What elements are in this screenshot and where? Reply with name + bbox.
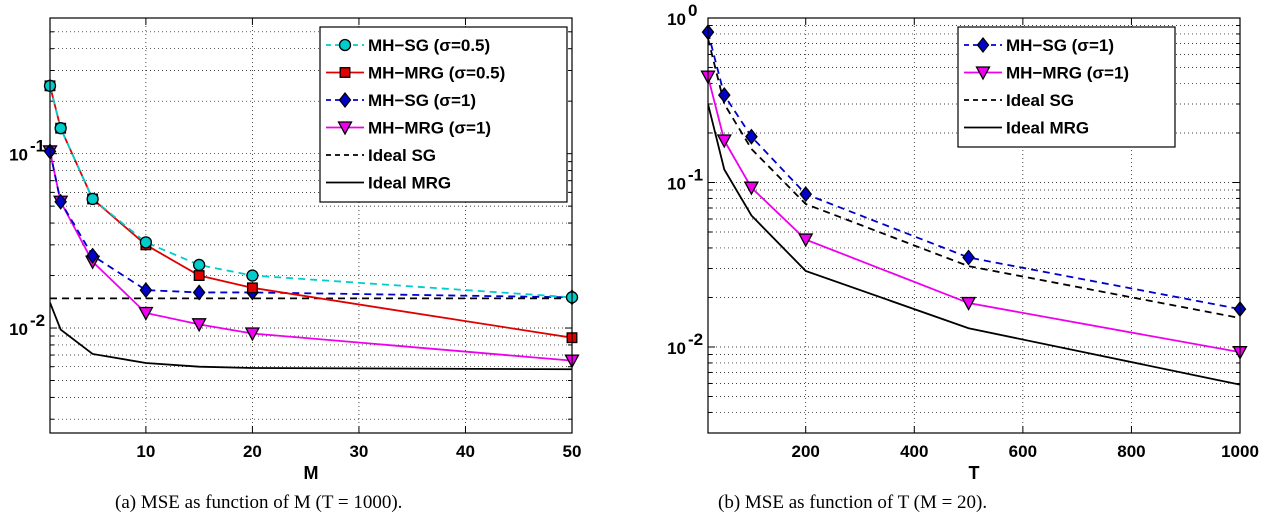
y-tick-label: 10 — [667, 174, 686, 193]
x-tick-label: 10 — [136, 442, 155, 461]
legend-label-ideal-mrg: Ideal MRG — [1006, 119, 1089, 138]
point-mh-mrg-sigma-1 — [191, 318, 207, 333]
point-mh-mrg-sigma-1 — [960, 296, 977, 311]
point-mh-sg-sigma-0-5 — [54, 122, 67, 135]
legend-label-mh-sg-sigma-1: MH−SG (σ=1) — [368, 91, 476, 110]
caption-a: (a) MSE as function of M (T = 1000). — [115, 492, 403, 513]
legend-label-mh-sg-sigma-1: MH−SG (σ=1) — [1006, 36, 1114, 55]
point-mh-sg-sigma-1 — [962, 249, 975, 266]
point-mh-sg-sigma-1 — [54, 193, 67, 210]
x-axis-label: M — [304, 463, 319, 483]
point-mh-sg-sigma-1 — [139, 282, 153, 299]
legend-label-ideal-sg: Ideal SG — [368, 146, 436, 165]
legend-marker-mh-sg-sigma-1 — [976, 36, 990, 54]
x-tick-label: 600 — [1009, 442, 1037, 461]
legend: MH−SG (σ=1) MH−MRG (σ=1) Ideal SG Ideal MRG — [957, 26, 1176, 148]
point-mh-mrg-sigma-1 — [743, 181, 760, 196]
x-tick-label: 30 — [349, 442, 368, 461]
point-mh-mrg-sigma-1 — [138, 306, 154, 321]
legend-box — [319, 26, 568, 203]
point-mh-mrg-sigma-0-5 — [246, 282, 258, 294]
x-tick-label: 20 — [243, 442, 262, 461]
point-mh-mrg-sigma-1 — [798, 233, 814, 248]
y-tick-exponent: -2 — [30, 311, 45, 330]
y-tick-label: 10 — [9, 146, 28, 165]
legend: MH−SG (σ=0.5) MH−MRG (σ=0.5) MH−SG (σ=1) MH… — [319, 26, 568, 203]
legend-label-mh-mrg-sigma-0-5: MH−MRG (σ=0.5) — [368, 64, 505, 83]
grid — [50, 18, 573, 433]
legend-marker-mh-mrg-sigma-1 — [337, 121, 353, 136]
point-mh-mrg-sigma-0-5 — [193, 270, 205, 281]
series-line-ideal-sg — [708, 38, 1240, 319]
x-axis-label: T — [969, 463, 980, 483]
legend-label-mh-sg-sigma-0-5: MH−SG (σ=0.5) — [368, 36, 490, 55]
legend-marker-mh-sg-sigma-1 — [338, 91, 352, 109]
y-tick-label: 10 — [667, 10, 686, 29]
y-tick-exponent: -2 — [688, 330, 703, 349]
y-tick-exponent: -1 — [688, 165, 703, 184]
legend-label-mh-mrg-sigma-1: MH−MRG (σ=1) — [1006, 64, 1129, 83]
point-mh-sg-sigma-1 — [192, 284, 206, 301]
axes-frame — [49, 17, 573, 434]
grid — [708, 17, 1241, 434]
series-group — [708, 31, 1240, 386]
point-mh-sg-sigma-1 — [86, 247, 99, 264]
point-mh-mrg-sigma-1 — [244, 327, 260, 342]
x-tick-label: 400 — [900, 442, 928, 461]
x-tick-label: 800 — [1117, 442, 1145, 461]
y-tick-exponent: 0 — [688, 1, 697, 20]
legend-label-ideal-mrg: Ideal MRG — [368, 174, 451, 193]
y-tick-exponent: -1 — [30, 137, 45, 156]
markers — [42, 79, 580, 369]
legend-label-ideal-sg: Ideal SG — [1006, 91, 1074, 110]
y-tick-label: 10 — [9, 320, 28, 339]
x-tick-label: 50 — [563, 442, 582, 461]
y-tick-label: 10 — [667, 339, 686, 358]
series-line-ideal-mrg — [708, 103, 1240, 386]
markers — [700, 24, 1248, 361]
point-mh-mrg-sigma-1 — [716, 134, 732, 149]
legend-marker-mh-mrg-sigma-1 — [975, 66, 991, 81]
x-tick-label: 200 — [792, 442, 820, 461]
series-line-mh-mrg-sigma-1 — [708, 76, 1240, 354]
axes-frame — [707, 17, 1241, 434]
series-line-ideal-mrg — [50, 302, 572, 371]
point-mh-sg-sigma-0-5 — [246, 269, 259, 282]
point-mh-sg-sigma-0-5 — [139, 236, 153, 249]
x-tick-label: 1000 — [1221, 442, 1259, 461]
series-line-mh-sg-sigma-1 — [708, 31, 1240, 310]
caption-b: (b) MSE as function of T (M = 20). — [718, 492, 988, 513]
x-tick-label: 40 — [456, 442, 475, 461]
legend-marker-mh-sg-sigma-0-5 — [338, 38, 352, 52]
legend-label-mh-mrg-sigma-1: MH−MRG (σ=1) — [368, 119, 491, 138]
legend-marker-mh-mrg-sigma-0-5 — [339, 67, 351, 78]
point-mh-sg-sigma-1 — [799, 186, 813, 203]
point-mh-sg-sigma-1 — [717, 87, 731, 104]
point-mh-sg-sigma-0-5 — [86, 192, 99, 206]
point-mh-sg-sigma-1 — [745, 128, 758, 145]
point-mh-sg-sigma-0-5 — [192, 258, 206, 272]
